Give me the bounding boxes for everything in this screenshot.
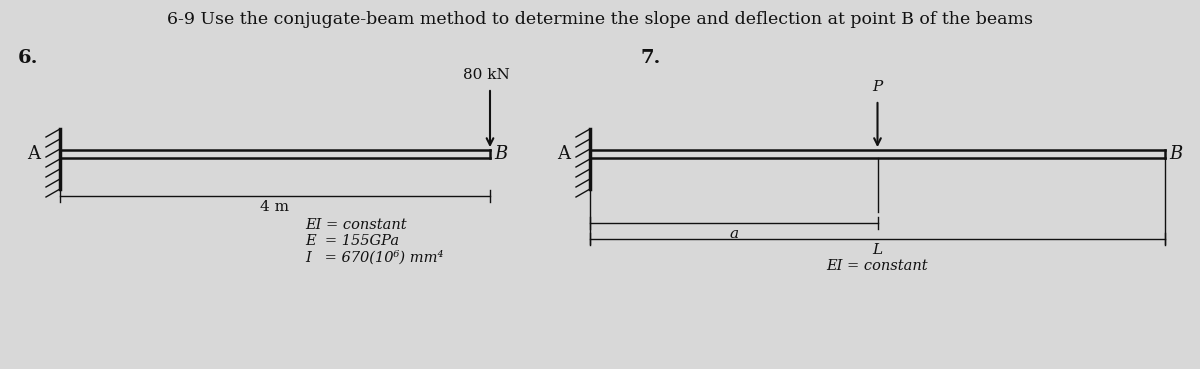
Text: B: B xyxy=(1169,145,1182,163)
Text: A: A xyxy=(28,145,40,163)
Text: 80 kN: 80 kN xyxy=(463,68,509,82)
Text: I   = 670(10⁶) mm⁴: I = 670(10⁶) mm⁴ xyxy=(305,250,443,264)
Text: 6-9 Use the conjugate-beam method to determine the slope and deflection at point: 6-9 Use the conjugate-beam method to det… xyxy=(167,11,1033,28)
Text: L: L xyxy=(872,243,882,257)
Text: E  = 155GPa: E = 155GPa xyxy=(305,234,400,248)
Text: B: B xyxy=(494,145,508,163)
Text: EI = constant: EI = constant xyxy=(827,259,929,273)
Text: P: P xyxy=(872,80,883,94)
Text: 4 m: 4 m xyxy=(260,200,289,214)
Text: A: A xyxy=(557,145,570,163)
Text: a: a xyxy=(730,227,738,241)
Text: 7.: 7. xyxy=(640,49,660,67)
Text: EI = constant: EI = constant xyxy=(305,218,407,232)
Text: 6.: 6. xyxy=(18,49,38,67)
